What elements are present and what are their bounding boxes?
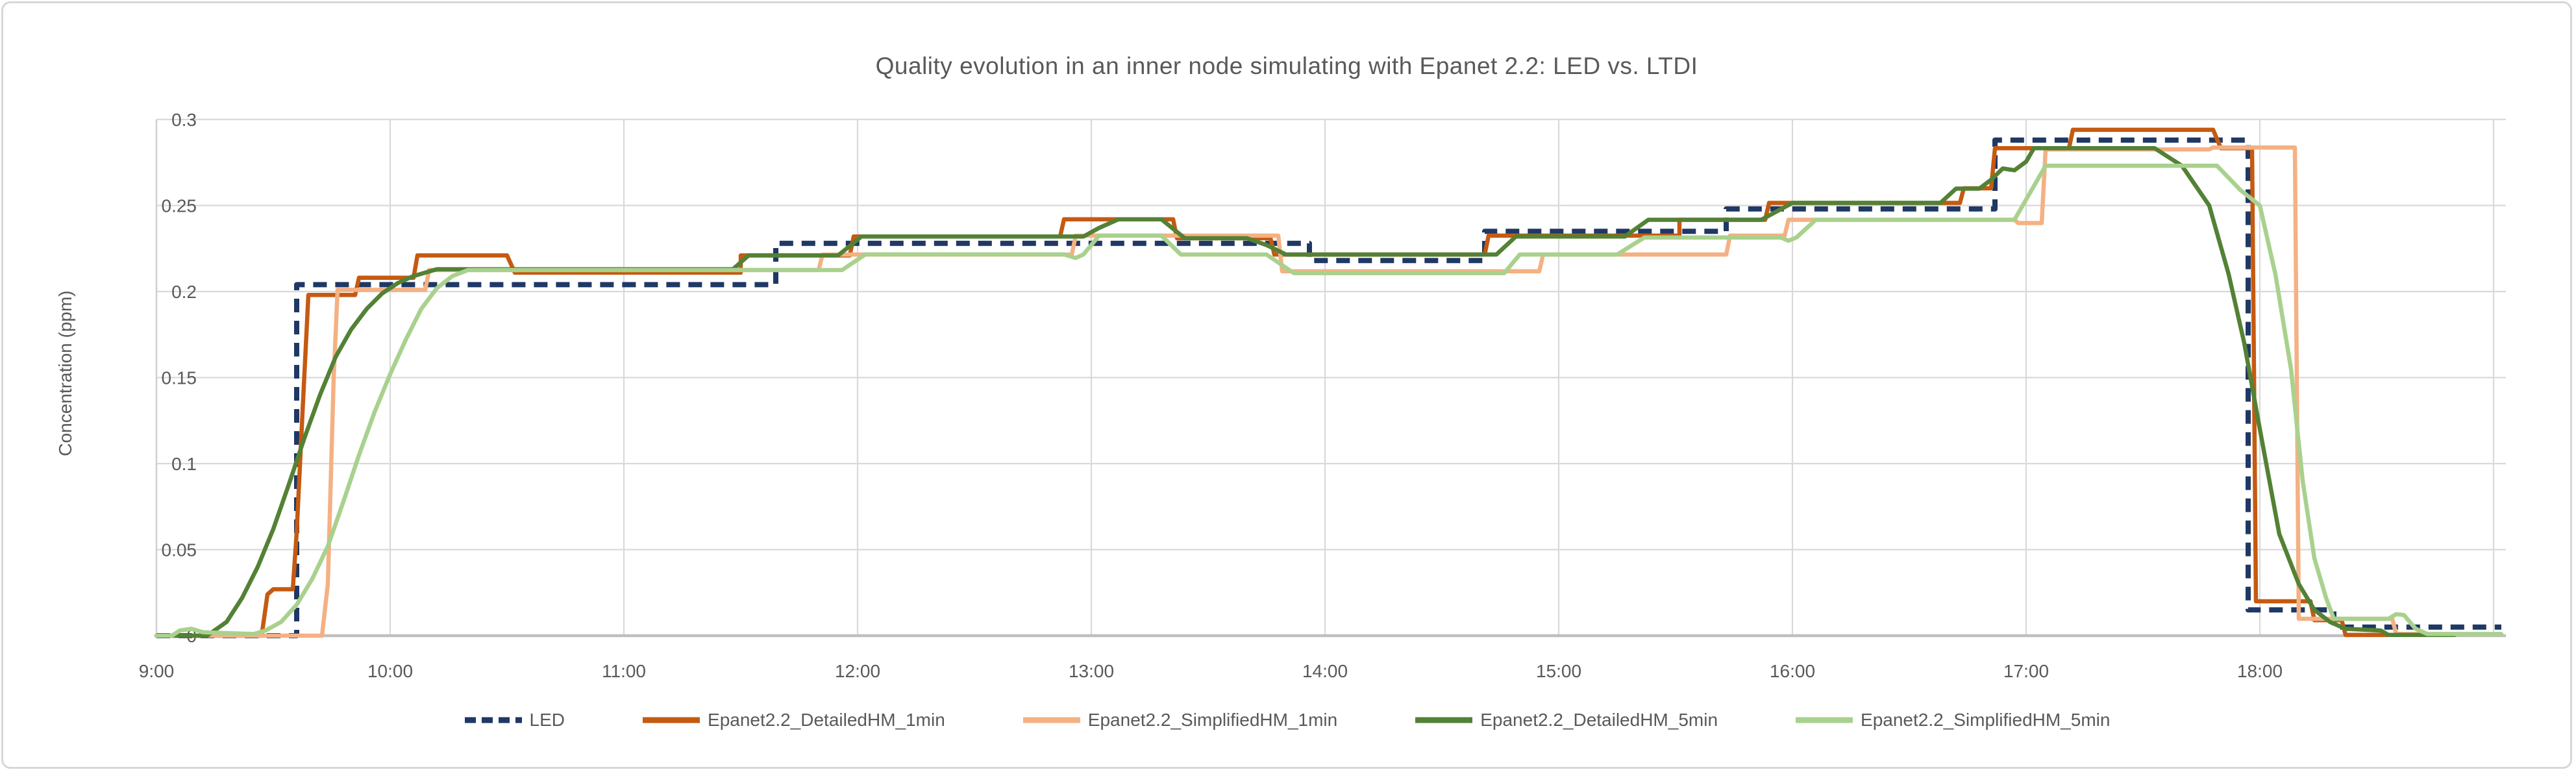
legend-item-LED: LED	[464, 710, 565, 730]
legend-item-Epanet2.2_DetailedHM_1min: Epanet2.2_DetailedHM_1min	[641, 710, 945, 730]
y-tick-label: 0.25	[162, 196, 197, 216]
y-tick-label: 0.3	[171, 110, 197, 130]
legend-label: Epanet2.2_SimplifiedHM_1min	[1087, 710, 1338, 730]
y-tick-label: 0.05	[162, 540, 197, 560]
legend-swatch	[1415, 717, 1473, 723]
series-line-LED	[156, 137, 2501, 638]
x-tick-label: 14:00	[1302, 661, 1348, 681]
chart-title: Quality evolution in an inner node simul…	[875, 53, 1698, 79]
x-tick-label: 13:00	[1069, 661, 1114, 681]
legend-item-Epanet2.2_SimplifiedHM_1min: Epanet2.2_SimplifiedHM_1min	[1022, 710, 1337, 730]
series-line-Epanet2.2_DetailedHM_1min	[154, 127, 2438, 638]
legend-swatch	[1796, 717, 1853, 723]
x-tick-label: 10:00	[367, 661, 413, 681]
x-tick-label: 12:00	[835, 661, 880, 681]
legend-item-Epanet2.2_DetailedHM_5min: Epanet2.2_DetailedHM_5min	[1414, 710, 1718, 730]
legend-label: LED	[529, 710, 565, 730]
series-line-Epanet2.2_SimplifiedHM_1min	[154, 145, 2434, 638]
y-tick-label: 0.15	[162, 368, 197, 388]
y-tick-label: 0.2	[171, 282, 197, 302]
series-line-Epanet2.2_SimplifiedHM_5min	[154, 164, 2504, 638]
x-tick-label: 18:00	[2237, 661, 2283, 681]
series-line-Epanet2.2_DetailedHM_5min	[154, 146, 2457, 638]
legend-label: Epanet2.2_DetailedHM_1min	[708, 710, 945, 730]
chart-canvas: 00.050.10.150.20.250.39:00 10:00 11:00 12:0…	[139, 110, 2506, 681]
x-tick-label: 15:00	[1536, 661, 1581, 681]
legend-swatch	[1022, 717, 1080, 723]
legend-swatch	[643, 717, 700, 723]
legend-label: Epanet2.2_DetailedHM_5min	[1480, 710, 1718, 730]
x-tick-label: 9:00	[139, 661, 175, 681]
legend-swatch	[464, 717, 522, 723]
x-tick-label: 16:00	[1770, 661, 1815, 681]
legend-item-Epanet2.2_SimplifiedHM_5min: Epanet2.2_SimplifiedHM_5min	[1794, 710, 2110, 730]
legend-label: Epanet2.2_SimplifiedHM_5min	[1861, 710, 2111, 730]
x-tick-label: 17:00	[2003, 661, 2049, 681]
chart-legend: LED Epanet2.2_DetailedHM_1min Epanet2.2_Si…	[3, 699, 2570, 741]
x-tick-label: 11:00	[602, 661, 646, 681]
y-tick-label: 0.1	[171, 454, 197, 474]
